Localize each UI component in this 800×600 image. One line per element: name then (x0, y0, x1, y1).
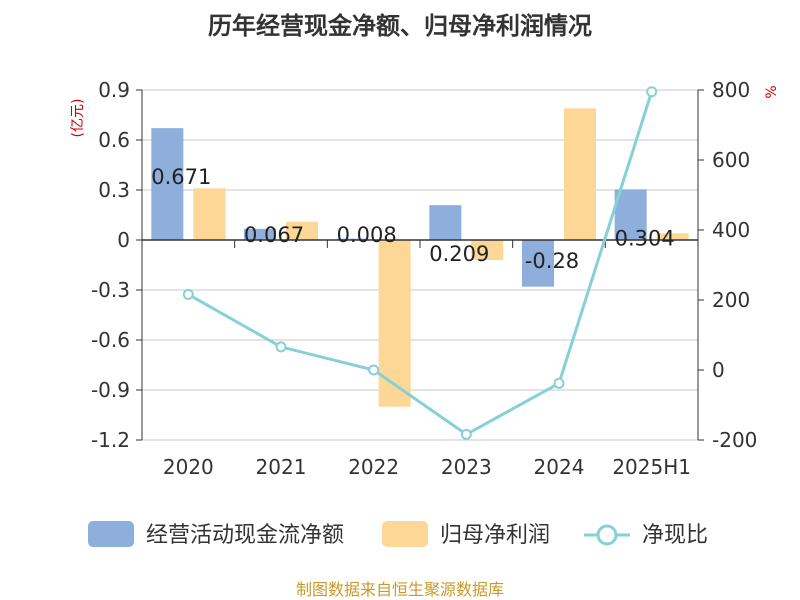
point-ratio-2024 (553, 377, 565, 389)
x-tick-label-2020: 2020 (163, 455, 214, 479)
point-ratio-2022 (368, 364, 380, 376)
bar-profit-2020 (193, 188, 226, 240)
bar-profit-2024 (564, 108, 596, 240)
bar-cash-2023 (429, 205, 462, 240)
chart-title: 历年经营现金净额、归母净利润情况 (208, 12, 592, 40)
point-ratio-2023 (460, 428, 472, 440)
data-label-cash-2020: 0.671 (151, 165, 211, 189)
left-tick-label-5: -0.6 (91, 328, 130, 352)
bar-cash-2025H1 (614, 189, 647, 240)
ticks-group: 0.9 0.6 0.3 0 -0.3 -0.6 -0.9 -1.2 800 600 400 200 0 -… (91, 78, 757, 479)
data-label-cash-2021: 0.067 (244, 223, 304, 247)
data-label-cash-2022: 0.008 (337, 223, 397, 247)
x-tick-label-2024: 2024 (534, 455, 585, 479)
data-label-cash-2024: -0.28 (525, 249, 579, 273)
data-labels-group: 0.671 0.067 0.008 0.209 -0.28 0.304 (151, 165, 674, 273)
left-tick-label-7: -1.2 (91, 428, 130, 452)
right-tick-label-0: 800 (712, 78, 750, 102)
bar-cash-2020 (151, 128, 184, 240)
left-tick-label-3: 0 (117, 228, 130, 252)
right-tick-label-3: 200 (712, 288, 750, 312)
point-ratio-2025H1 (646, 86, 658, 98)
legend-label-profit: 归母净利润 (440, 523, 550, 548)
legend-swatch-profit (382, 521, 428, 547)
left-tick-label-4: -0.3 (91, 278, 130, 302)
left-tick-label-2: 0.3 (98, 178, 130, 202)
x-tick-label-2021: 2021 (256, 455, 307, 479)
legend: 经营活动现金流净额 归母净利润 净现比 (88, 521, 708, 548)
bar-profit-2021 (286, 221, 318, 240)
right-tick-label-5: -200 (712, 428, 757, 452)
legend-label-ratio: 净现比 (642, 523, 708, 548)
right-tick-label-2: 400 (712, 218, 750, 242)
data-label-cash-2025H1: 0.304 (615, 226, 675, 250)
x-tick-label-2022: 2022 (348, 455, 399, 479)
x-tick-label-2025H1: 2025H1 (612, 455, 691, 479)
bar-profit-2023 (471, 240, 504, 260)
bar-cash-2024 (522, 240, 554, 287)
axes-group (136, 89, 704, 441)
legend-label-cash: 经营活动现金流净额 (146, 523, 344, 548)
legend-marker-ratio (596, 524, 618, 546)
legend-swatch-cash (88, 521, 134, 547)
right-tick-label-1: 600 (712, 148, 750, 172)
right-axis-unit: % (764, 85, 780, 98)
data-label-cash-2023: 0.209 (429, 242, 489, 266)
left-axis-unit: (亿元) (70, 99, 86, 138)
x-tick-label-2023: 2023 (441, 455, 492, 479)
point-ratio-2021 (275, 341, 287, 353)
left-tick-label-1: 0.6 (98, 128, 130, 152)
bar-profit-2025H1 (656, 233, 689, 240)
bar-profit-2022 (378, 240, 411, 407)
right-tick-label-4: 0 (712, 358, 725, 382)
source-note: 制图数据来自恒生聚源数据库 (296, 580, 504, 599)
point-ratio-2020 (182, 288, 194, 300)
line-group (182, 86, 658, 440)
left-tick-label-6: -0.9 (91, 378, 130, 402)
left-tick-label-0: 0.9 (98, 78, 130, 102)
bar-cash-2021 (244, 228, 276, 240)
line-ratio (187, 91, 654, 437)
grid-lines (142, 89, 698, 441)
bars-group (151, 108, 689, 407)
